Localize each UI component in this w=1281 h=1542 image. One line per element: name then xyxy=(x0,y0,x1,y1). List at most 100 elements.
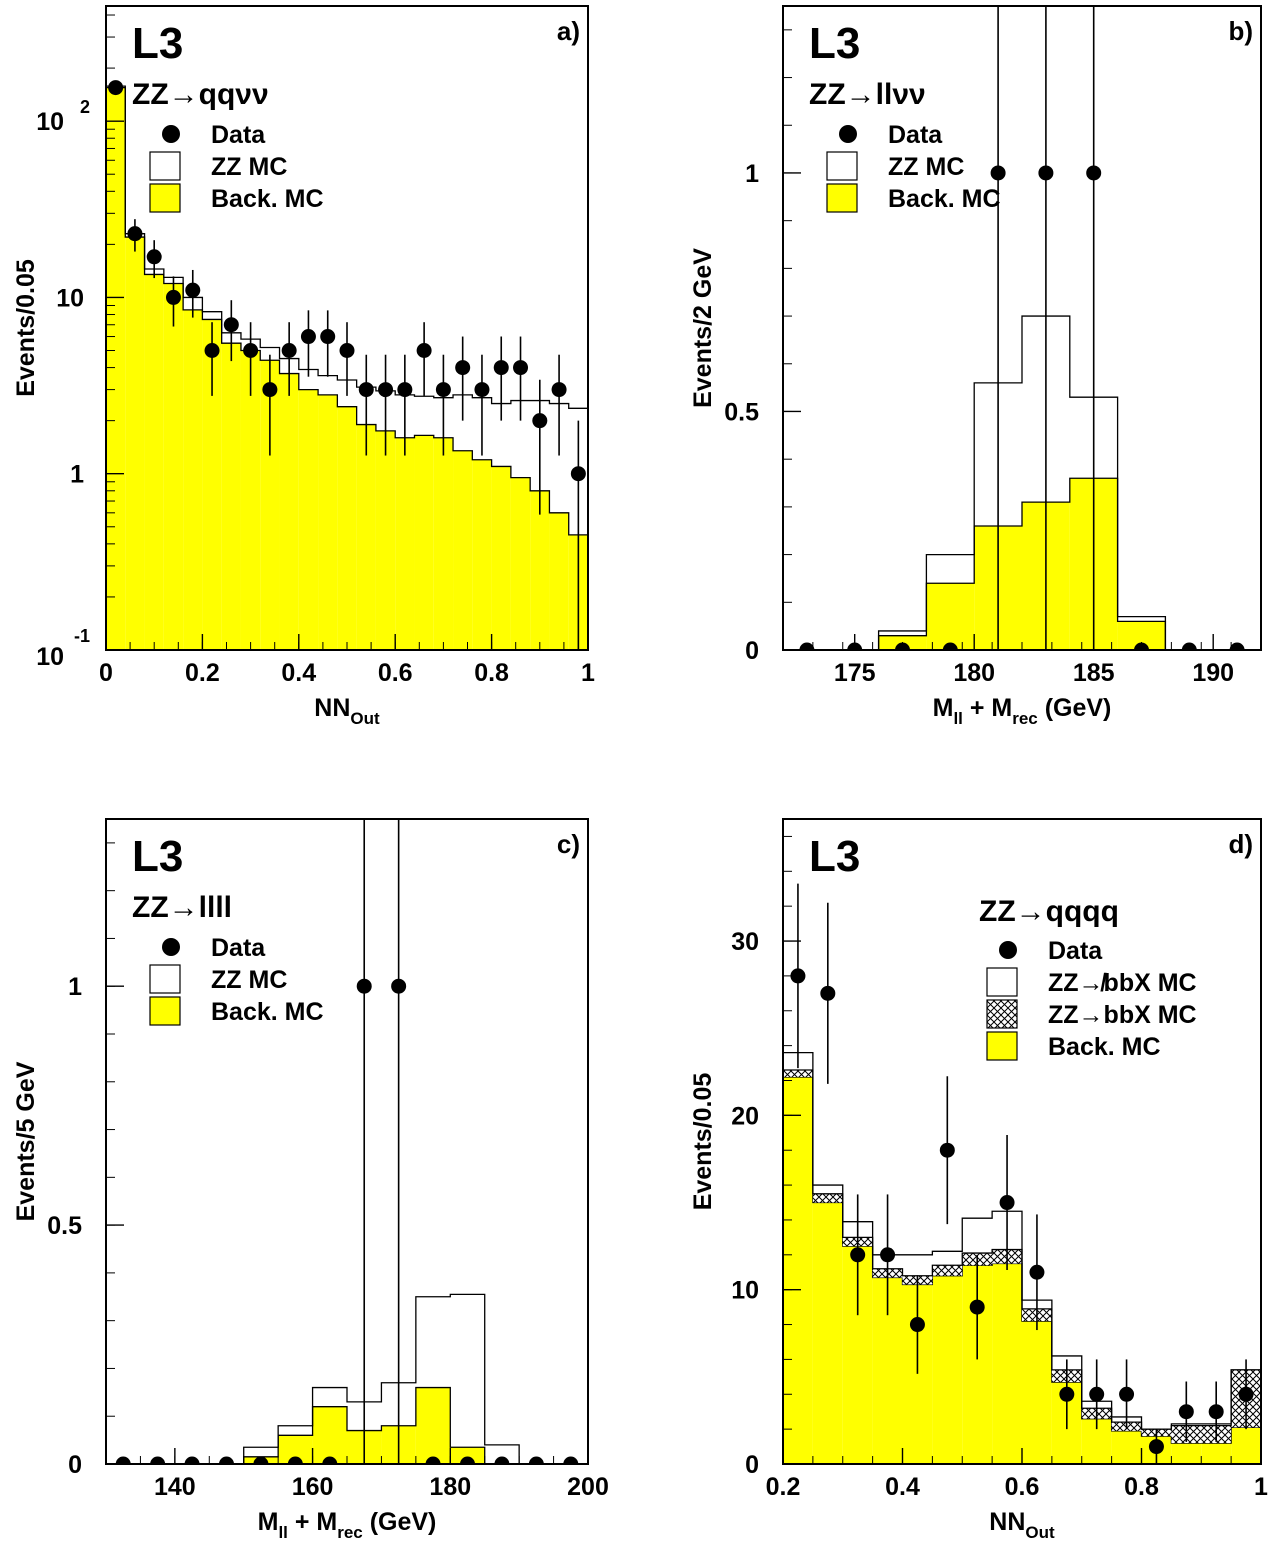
experiment-label: L3 xyxy=(809,19,860,68)
data-point xyxy=(223,317,239,333)
legend-swatch xyxy=(149,183,181,213)
stack-back-mc-bar xyxy=(1231,1427,1261,1464)
x-tick-label: 180 xyxy=(429,1473,471,1501)
legend-label: Data xyxy=(1048,937,1103,965)
y-axis-label: Events/2 GeV xyxy=(689,248,717,408)
data-point xyxy=(322,1456,338,1464)
x-tick-label: 175 xyxy=(834,659,876,687)
plot-area xyxy=(783,883,1261,1464)
data-point xyxy=(397,382,413,398)
process-arrow-icon: → xyxy=(846,78,876,111)
data-point xyxy=(494,1456,510,1464)
legend-label: ZZ↛bbX MC xyxy=(1048,969,1197,997)
panel-label: c) xyxy=(557,829,580,859)
process-label: ZZ→qqqq xyxy=(979,895,1119,928)
data-point xyxy=(281,343,297,359)
x-axis-label-sub2: rec xyxy=(337,1523,363,1542)
stack-zz-bbx-mc-bar xyxy=(812,1193,843,1203)
y-tick-label: 30 xyxy=(731,928,759,956)
data-point xyxy=(942,642,958,650)
stack-back-mc-bar xyxy=(318,394,338,650)
legend-label: ZZ MC xyxy=(211,966,287,994)
stack-back-mc-bar xyxy=(510,477,531,650)
data-point xyxy=(493,360,509,376)
experiment-label: L3 xyxy=(132,832,183,881)
x-axis-label-sub: ll xyxy=(278,1523,287,1542)
data-point xyxy=(356,978,372,994)
x-tick-label: 0.2 xyxy=(766,1473,801,1501)
x-tick-label: 0.4 xyxy=(281,659,316,687)
y-tick-label: 0 xyxy=(745,637,759,665)
data-point xyxy=(513,360,529,376)
data-point xyxy=(1178,1404,1194,1420)
process-arrow-icon: → xyxy=(169,78,199,111)
process-label-post: llll xyxy=(199,891,232,924)
process-label-pre: ZZ xyxy=(979,895,1016,928)
y-tick-label: 10 xyxy=(36,108,64,136)
stack-back-mc-bar xyxy=(453,450,473,650)
y-axis-label: Events/5 GeV xyxy=(12,1061,40,1221)
experiment-label: L3 xyxy=(132,19,183,68)
x-axis-label: Mll + Mrec (GeV) xyxy=(258,1508,437,1542)
stack-back-mc-bar xyxy=(144,274,164,650)
legend: Data ZZ MC Back. MC xyxy=(826,121,1001,213)
x-tick-label: 0.4 xyxy=(885,1473,920,1501)
y-tick-label: 10 xyxy=(56,284,84,312)
data-point xyxy=(146,249,162,265)
data-point xyxy=(219,1456,234,1464)
x-tick-label: 185 xyxy=(1073,659,1115,687)
legend-swatch xyxy=(826,151,858,181)
data-point xyxy=(909,1317,925,1333)
data-point xyxy=(108,80,124,96)
process-label-pre: ZZ xyxy=(809,78,846,111)
x-tick-label: 0.2 xyxy=(185,659,220,687)
stack-back-mc-bar xyxy=(992,1263,1022,1464)
x-tick-label: 0 xyxy=(99,659,113,687)
y-axis-label: Events/0.05 xyxy=(12,259,40,397)
y-tick-label: 0.5 xyxy=(47,1212,82,1240)
data-point xyxy=(1181,642,1197,650)
data-point xyxy=(339,343,355,359)
data-point xyxy=(790,968,806,984)
legend-label: Data xyxy=(211,121,266,149)
x-axis-label-sub: ll xyxy=(953,709,962,728)
plot-area xyxy=(106,80,588,650)
x-axis-label-sub: Out xyxy=(1025,1523,1055,1542)
stack-zz-bbx-mc-bar xyxy=(783,1070,813,1077)
legend-label: ZZ MC xyxy=(888,153,964,181)
data-point xyxy=(243,343,259,359)
process-arrow-icon: → xyxy=(169,891,199,924)
data-point xyxy=(416,343,432,359)
stack-back-mc-bar xyxy=(1201,1443,1232,1464)
panel-b: 175 180 185 190 0 0.5 1 Events/2 GeV Mll + Mrec … xyxy=(689,5,1262,728)
legend-label: Back. MC xyxy=(211,185,324,213)
legend-swatch xyxy=(149,996,181,1026)
y-tick-label: 1 xyxy=(70,461,84,489)
data-point xyxy=(563,1456,579,1464)
stack-back-mc-bar xyxy=(491,466,511,650)
x-tick-label: 140 xyxy=(154,1473,196,1501)
stack-back-mc-bar xyxy=(202,319,222,650)
panel-label: b) xyxy=(1228,16,1253,46)
y-tick-label: 0 xyxy=(745,1451,759,1479)
stack-back-mc-bar xyxy=(812,1202,843,1464)
stack-back-mc-bar xyxy=(298,389,319,650)
y-tick-label: 1 xyxy=(745,160,759,188)
panel-a: 0 0.2 0.4 0.6 0.8 1 10 -1 1 10 10 2 Events/0.05 NNOut… xyxy=(12,5,595,728)
process-label-post: qqνν xyxy=(199,78,269,111)
data-point xyxy=(184,1456,200,1464)
data-point xyxy=(1038,165,1054,181)
data-point xyxy=(300,329,316,345)
data-point xyxy=(378,382,394,398)
x-axis-label-main: M xyxy=(933,694,954,722)
stack-back-mc-bar xyxy=(221,343,241,650)
legend-swatch xyxy=(149,151,181,181)
process-label: ZZ→llνν xyxy=(809,78,926,111)
data-point xyxy=(287,1456,303,1464)
stack-back-mc-bar xyxy=(450,1447,485,1464)
data-point xyxy=(1119,1386,1135,1402)
data-point xyxy=(1229,642,1245,650)
data-point xyxy=(990,165,1006,181)
stack-back-mc-bar xyxy=(337,406,357,650)
data-point xyxy=(1059,1386,1075,1402)
